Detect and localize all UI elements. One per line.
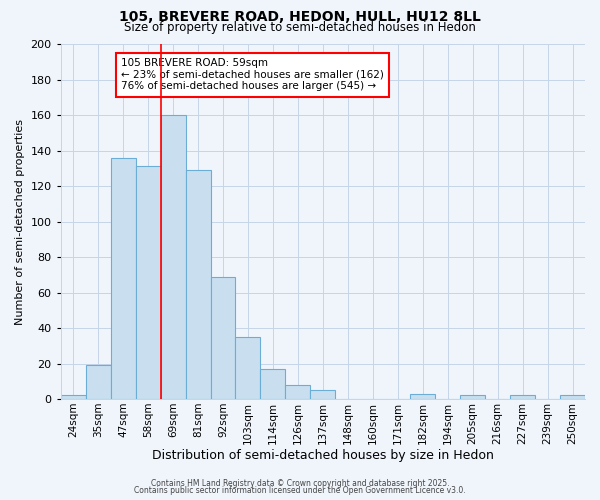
- Bar: [110, 158, 136, 399]
- Text: Contains public sector information licensed under the Open Government Licence v3: Contains public sector information licen…: [134, 486, 466, 495]
- Text: Contains HM Land Registry data © Crown copyright and database right 2025.: Contains HM Land Registry data © Crown c…: [151, 478, 449, 488]
- Bar: [260, 369, 286, 399]
- Bar: [460, 396, 485, 399]
- Text: 105 BREVERE ROAD: 59sqm
← 23% of semi-detached houses are smaller (162)
76% of s: 105 BREVERE ROAD: 59sqm ← 23% of semi-de…: [121, 58, 384, 92]
- Bar: [211, 276, 235, 399]
- Bar: [185, 170, 211, 399]
- Bar: [286, 385, 310, 399]
- Bar: [86, 366, 110, 399]
- Text: 105, BREVERE ROAD, HEDON, HULL, HU12 8LL: 105, BREVERE ROAD, HEDON, HULL, HU12 8LL: [119, 10, 481, 24]
- Bar: [510, 396, 535, 399]
- Bar: [61, 396, 86, 399]
- Bar: [560, 396, 585, 399]
- Bar: [310, 390, 335, 399]
- Bar: [235, 337, 260, 399]
- Bar: [410, 394, 435, 399]
- X-axis label: Distribution of semi-detached houses by size in Hedon: Distribution of semi-detached houses by …: [152, 450, 494, 462]
- Bar: [136, 166, 161, 399]
- Y-axis label: Number of semi-detached properties: Number of semi-detached properties: [15, 118, 25, 324]
- Text: Size of property relative to semi-detached houses in Hedon: Size of property relative to semi-detach…: [124, 21, 476, 34]
- Bar: [161, 115, 185, 399]
